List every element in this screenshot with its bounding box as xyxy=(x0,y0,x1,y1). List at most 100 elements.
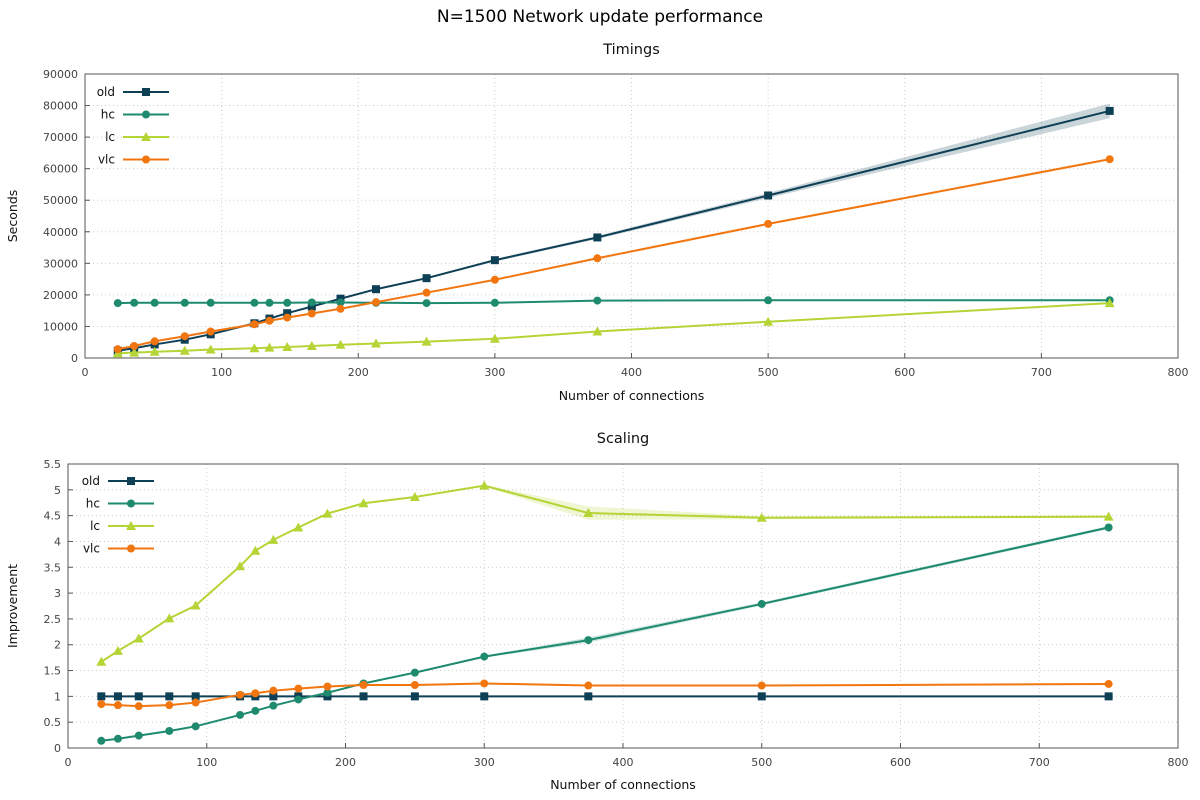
y-tick-label: 0 xyxy=(54,742,61,755)
x-tick-label: 700 xyxy=(1029,756,1050,769)
series-vlc-point xyxy=(323,682,332,691)
series-hc-point xyxy=(250,298,259,307)
series-lc-point xyxy=(235,561,246,571)
series-lc-point xyxy=(756,512,767,522)
series-lc-point xyxy=(112,645,123,655)
legend-label-old: old xyxy=(82,474,100,488)
series-hc-point xyxy=(236,710,245,719)
series-vlc-point xyxy=(593,254,602,263)
series-hc-point xyxy=(191,722,200,731)
series-lc-point xyxy=(293,522,304,532)
x-tick-label: 200 xyxy=(348,366,369,379)
figure-title: N=1500 Network update performance xyxy=(437,7,763,27)
series-vlc-point xyxy=(283,313,292,322)
legend-label-old: old xyxy=(97,85,115,99)
series-lc-point xyxy=(190,600,201,610)
series-lc-point xyxy=(306,341,317,351)
y-tick-label: 5.5 xyxy=(44,458,62,471)
series-vlc-point xyxy=(336,304,345,313)
series-lc-point xyxy=(592,326,603,336)
x-tick-label: 0 xyxy=(65,756,72,769)
x-tick-label: 200 xyxy=(335,756,356,769)
series-hc-point xyxy=(180,298,189,307)
series-vlc-point xyxy=(422,288,431,297)
series-hc-point xyxy=(130,298,139,307)
series-lc-point xyxy=(129,347,140,357)
series-lc-point xyxy=(358,498,369,508)
series-hc-point xyxy=(764,296,773,305)
x-tick-label: 600 xyxy=(894,366,915,379)
legend-marker-hc xyxy=(142,110,150,119)
x-tick-label: 800 xyxy=(1168,756,1189,769)
legend-marker-lc xyxy=(126,521,136,530)
series-lc-point xyxy=(489,333,500,343)
series-vlc-point xyxy=(265,316,274,325)
series-lc-point xyxy=(282,341,293,351)
x-tick-label: 500 xyxy=(751,756,772,769)
series-lc-point xyxy=(1103,511,1114,521)
series-vlc-point xyxy=(97,700,106,709)
y-tick-label: 4 xyxy=(54,535,61,548)
series-vlc-point xyxy=(1104,679,1113,688)
x-axis-label: Number of connections xyxy=(550,777,696,792)
series-old-point xyxy=(1105,106,1114,115)
series-hc-point xyxy=(150,298,159,307)
legend-label-hc: hc xyxy=(101,108,115,122)
series-old-point xyxy=(372,285,381,294)
y-tick-label: 40000 xyxy=(43,226,78,239)
legend-marker-old xyxy=(142,88,150,96)
chart-title: Timings xyxy=(602,42,660,58)
x-tick-label: 600 xyxy=(890,756,911,769)
series-vlc-point xyxy=(134,702,143,711)
series-hc-point xyxy=(251,706,260,715)
legend-marker-vlc xyxy=(142,155,150,164)
series-vlc-point xyxy=(757,681,766,690)
series-vlc-point xyxy=(206,327,215,336)
y-tick-label: 10000 xyxy=(43,320,78,333)
chart-title: Scaling xyxy=(597,431,650,447)
series-old-point xyxy=(165,692,174,701)
series-lc-point xyxy=(264,342,275,352)
series-vlc-point xyxy=(191,698,200,707)
x-tick-label: 700 xyxy=(1031,366,1052,379)
series-hc-point xyxy=(206,298,215,307)
series-lc-line xyxy=(117,302,1110,355)
x-tick-label: 800 xyxy=(1168,366,1189,379)
y-tick-label: 0.5 xyxy=(44,716,62,729)
series-lc-point xyxy=(763,316,774,326)
series-lc-point xyxy=(179,345,190,355)
y-tick-label: 50000 xyxy=(43,194,78,207)
series-lc-point xyxy=(322,508,333,518)
series-old-point xyxy=(283,309,292,318)
series-vlc-point xyxy=(269,686,278,695)
legend-marker-old xyxy=(127,477,135,485)
series-hc-point xyxy=(584,636,593,645)
series-hc-line xyxy=(117,299,1110,305)
series-vlc-point xyxy=(130,342,139,351)
series-hc-point xyxy=(323,688,332,697)
series-vlc-line xyxy=(117,158,1110,351)
series-hc-point xyxy=(97,736,106,745)
series-hc-point xyxy=(165,726,174,735)
series-vlc-point xyxy=(359,681,368,690)
y-tick-label: 3 xyxy=(54,587,61,600)
plot-frame xyxy=(84,73,1179,359)
legend-marker-vlc xyxy=(127,544,135,553)
y-tick-label: 4.5 xyxy=(44,510,62,523)
series-vlc-point xyxy=(1105,155,1114,164)
series-hc-point xyxy=(757,599,766,608)
series-old-point xyxy=(584,692,593,701)
series-vlc-point xyxy=(236,690,245,699)
series-hc-point xyxy=(1104,523,1113,532)
y-tick-label: 70000 xyxy=(43,131,78,144)
y-tick-label: 3.5 xyxy=(44,561,62,574)
series-hc-point xyxy=(294,695,303,704)
series-lc-point xyxy=(250,545,261,555)
series-lc-point xyxy=(133,633,144,643)
series-vlc-point xyxy=(250,320,259,329)
series-lc-point xyxy=(96,656,107,666)
series-hc-point xyxy=(336,298,345,307)
series-lc-point xyxy=(249,343,260,353)
legend-label-lc: lc xyxy=(90,519,100,533)
series-vlc-line xyxy=(101,682,1109,708)
